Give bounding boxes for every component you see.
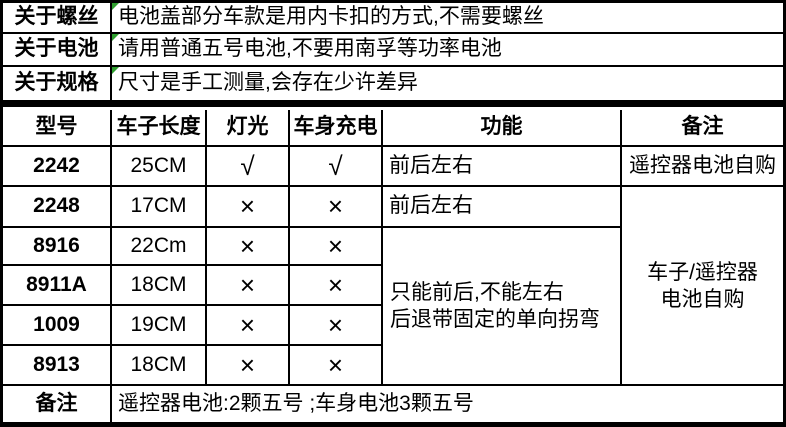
function-cell: 前后左右 [383,147,622,187]
model-cell: 8913 [3,346,112,386]
note-line: 车子/遥控器 [647,260,758,284]
header-model: 型号 [3,110,112,147]
header-charge: 车身充电 [290,110,383,147]
info-label-screws: 关于螺丝 [3,3,112,34]
function-line: 后退带固定的单向拐弯 [390,308,600,331]
length-cell: 17CM [112,187,207,228]
model-table: 型号 车子长度 灯光 车身充电 功能 备注 2242 25CM √ √ 前后左右… [3,110,783,386]
footer-text: 遥控器电池:2颗五号 ;车身电池3颗五号 [118,391,474,415]
length-cell: 25CM [112,147,207,187]
light-cell: × [207,266,290,306]
model-cell: 8916 [3,228,112,266]
note-cell: 遥控器电池自购 [622,147,783,187]
cell-flag-triangle-icon [112,67,119,74]
info-text-battery: 请用普通五号电池,不要用南孚等功率电池 [112,34,783,67]
light-cell: × [207,228,290,266]
info-text-screws: 电池盖部分车款是用内卡扣的方式,不需要螺丝 [112,3,783,34]
header-function: 功能 [383,110,622,147]
info-text-spec: 尺寸是手工测量,会存在少许差异 [112,67,783,100]
section-divider [3,100,783,107]
function-cell: 前后左右 [383,187,622,228]
charge-cell: × [290,187,383,228]
info-label-spec: 关于规格 [3,67,112,100]
charge-cell: × [290,228,383,266]
header-length: 车子长度 [112,110,207,147]
light-cell: × [207,306,290,346]
model-cell: 2242 [3,147,112,187]
charge-cell: × [290,306,383,346]
info-section: 关于螺丝 电池盖部分车款是用内卡扣的方式,不需要螺丝 关于电池 请用普通五号电池… [3,3,783,100]
cell-flag-triangle-icon [112,3,119,10]
length-cell: 22Cm [112,228,207,266]
charge-cell: × [290,266,383,306]
light-cell: × [207,346,290,386]
header-note: 备注 [622,110,783,147]
charge-cell: √ [290,147,383,187]
length-cell: 18CM [112,346,207,386]
info-text: 尺寸是手工测量,会存在少许差异 [118,71,418,95]
function-line: 只能前后,不能左右 [390,281,564,304]
footer-note-row: 备注 遥控器电池:2颗五号 ;车身电池3颗五号 [3,386,783,422]
note-line: 电池自购 [660,287,745,311]
note-cell-merged: 车子/遥控器 电池自购 [622,187,783,386]
charge-cell: × [290,346,383,386]
light-cell: √ [207,147,290,187]
model-cell: 2248 [3,187,112,228]
info-text: 请用普通五号电池,不要用南孚等功率电池 [118,37,502,61]
function-cell-merged: 只能前后,不能左右 后退带固定的单向拐弯 [383,228,622,386]
model-cell: 1009 [3,306,112,346]
header-light: 灯光 [207,110,290,147]
footer-label: 备注 [3,386,112,422]
info-label-battery: 关于电池 [3,34,112,67]
info-text: 电池盖部分车款是用内卡扣的方式,不需要螺丝 [118,5,544,29]
length-cell: 19CM [112,306,207,346]
model-cell: 8911A [3,266,112,306]
length-cell: 18CM [112,266,207,306]
cell-flag-triangle-icon [112,34,119,41]
light-cell: × [207,187,290,228]
